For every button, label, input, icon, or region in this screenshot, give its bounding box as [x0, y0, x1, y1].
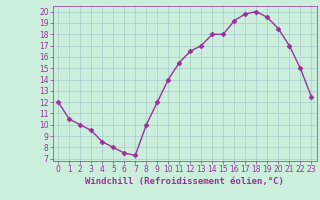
X-axis label: Windchill (Refroidissement éolien,°C): Windchill (Refroidissement éolien,°C) — [85, 177, 284, 186]
